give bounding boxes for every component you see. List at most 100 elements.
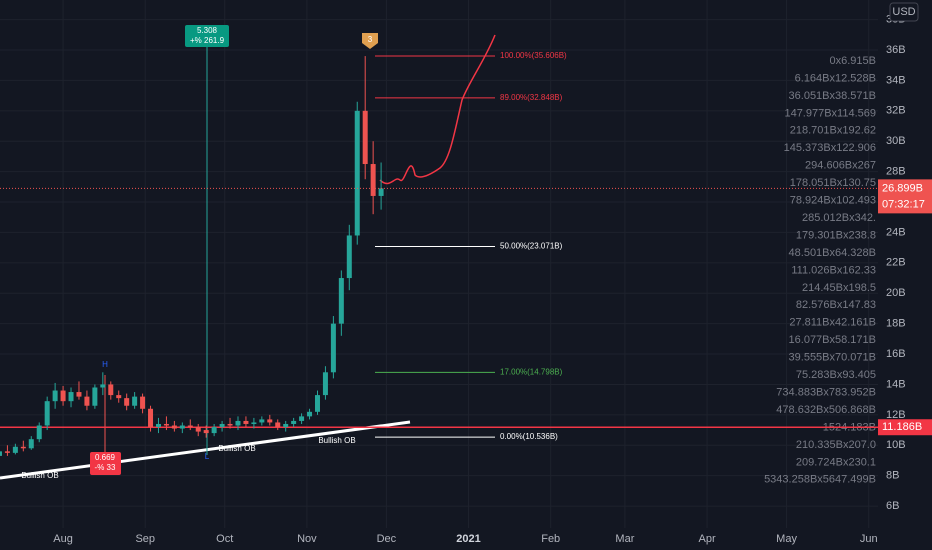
- y-tick-label: 18B: [886, 318, 906, 330]
- profile-label: 179.301Bx238.8: [796, 229, 876, 241]
- profile-label: 145.373Bx122.906: [784, 142, 876, 154]
- grid: [0, 0, 878, 528]
- candle-body: [322, 372, 328, 396]
- fib-label: 0.00%(10.536B): [500, 432, 558, 441]
- candle-body: [108, 384, 114, 396]
- profile-label: 82.576Bx147.83: [796, 299, 876, 311]
- y-tick-label: 6B: [886, 500, 899, 512]
- badge: [362, 33, 378, 49]
- profile-label: 209.724Bx230.1: [796, 456, 876, 468]
- profile-label: 478.632Bx506.868B: [776, 404, 876, 416]
- profile-label: 75.283Bx93.405: [796, 369, 876, 381]
- candle-body: [179, 425, 185, 429]
- candle-body: [171, 425, 177, 429]
- candle-body: [76, 392, 82, 397]
- candle-body: [338, 278, 344, 324]
- y-tick-label: 14B: [886, 378, 906, 390]
- candle-body: [259, 419, 265, 423]
- bullish-label: Bullish OB: [318, 436, 355, 445]
- candle-body: [251, 422, 257, 424]
- profile-label: 36.051Bx38.571B: [789, 90, 876, 102]
- profile-label: 48.501Bx64.328B: [789, 247, 876, 259]
- profile-label: 0x6.915B: [830, 55, 876, 67]
- candle-body: [354, 110, 360, 236]
- badge-text: 3: [368, 35, 373, 44]
- candle-body: [44, 401, 50, 426]
- candle-body: [60, 390, 66, 402]
- candle-body: [132, 396, 138, 406]
- profile-label: 39.555Bx70.071B: [789, 352, 876, 364]
- candle-body: [28, 439, 34, 449]
- last-price-label: 26.899B: [882, 182, 923, 194]
- candle-body: [227, 423, 233, 426]
- candle-body: [163, 423, 169, 426]
- candle-body: [52, 390, 58, 402]
- y-tick-label: 22B: [886, 257, 906, 269]
- price-axis: 6B8B10B12B14B16B18B20B22B24B26B28B30B32B…: [53, 14, 932, 545]
- candle-body: [283, 423, 289, 428]
- profile-label: 78.924Bx102.493: [790, 195, 876, 207]
- candle-body: [116, 395, 122, 399]
- measure-text: -% 33: [95, 463, 116, 472]
- candle-body: [307, 411, 313, 417]
- profile-label: 111.026Bx162.33: [791, 264, 876, 276]
- last-price-box: [878, 179, 932, 214]
- candle-body: [155, 423, 161, 428]
- candle-body: [148, 408, 154, 428]
- y-tick-label: 12B: [886, 409, 906, 421]
- profile-label: 734.883Bx783.952B: [776, 386, 876, 398]
- candle-body: [370, 164, 376, 196]
- x-tick-label: Aug: [53, 533, 73, 545]
- candle-body: [195, 427, 201, 432]
- x-tick-label: Dec: [377, 533, 397, 545]
- profile-label: 16.077Bx58.171B: [789, 334, 876, 346]
- countdown: 07:32:17: [882, 198, 925, 210]
- currency-box[interactable]: [889, 2, 919, 22]
- candle-body: [68, 392, 74, 402]
- candle-body: [346, 235, 352, 279]
- currency[interactable]: USD: [892, 6, 915, 18]
- measure-text: 5.308: [197, 26, 218, 35]
- candle-body: [275, 422, 281, 428]
- candle-body: [36, 425, 42, 440]
- volume-profile: 0x6.915B 6.164Bx12.528B 36.051Bx38.571B 147…: [764, 55, 876, 486]
- candle-body: [243, 420, 249, 424]
- candle-body: [84, 396, 90, 406]
- y-tick-label: 32B: [886, 105, 906, 117]
- fib-label: 50.00%(23.071B): [500, 242, 563, 251]
- profile-label: 294.606Bx267: [805, 160, 876, 172]
- measure-text: 0.669: [95, 453, 116, 462]
- bullish-label: Bullish OB: [218, 444, 255, 453]
- candles: 100.00%(35.606B) 89.00%(32.848B) 50.00%(23…: [0, 51, 878, 456]
- candle-body: [124, 398, 130, 406]
- y-tick-label: 16B: [886, 348, 906, 360]
- measure-box: [185, 25, 229, 47]
- x-tick-label: Sep: [135, 533, 155, 545]
- profile-label: 27.811Bx42.161B: [789, 317, 876, 329]
- x-tick-label: Feb: [541, 533, 560, 545]
- profile-label: 6.164Bx12.528B: [795, 72, 876, 84]
- forecast-curve: [379, 34, 496, 185]
- candle-body: [187, 425, 193, 428]
- profile-label: 5343.258Bx5647.499B: [764, 474, 876, 486]
- profile-label: 285.012Bx342.: [802, 212, 876, 224]
- x-tick-label: Nov: [297, 533, 317, 545]
- candle-body: [330, 323, 336, 373]
- candle-body: [20, 446, 26, 449]
- candle-body: [219, 423, 225, 428]
- candle-body: [100, 384, 106, 388]
- y-tick-label: 24B: [886, 226, 906, 238]
- x-tick-label: Mar: [615, 533, 634, 545]
- high-marker: H: [102, 360, 108, 369]
- low-marker: L: [205, 452, 210, 461]
- profile-label: 210.335Bx207.0: [796, 439, 876, 451]
- candle-body: [4, 451, 10, 453]
- measure-box: [90, 452, 121, 475]
- y-tick-label: 10B: [886, 439, 906, 451]
- profile-label: 178.051Bx130.75: [790, 177, 876, 189]
- x-tick-label: 2021: [456, 533, 480, 545]
- trend-line: [0, 420, 411, 480]
- candle-body: [291, 420, 297, 424]
- candle-body: [267, 419, 273, 423]
